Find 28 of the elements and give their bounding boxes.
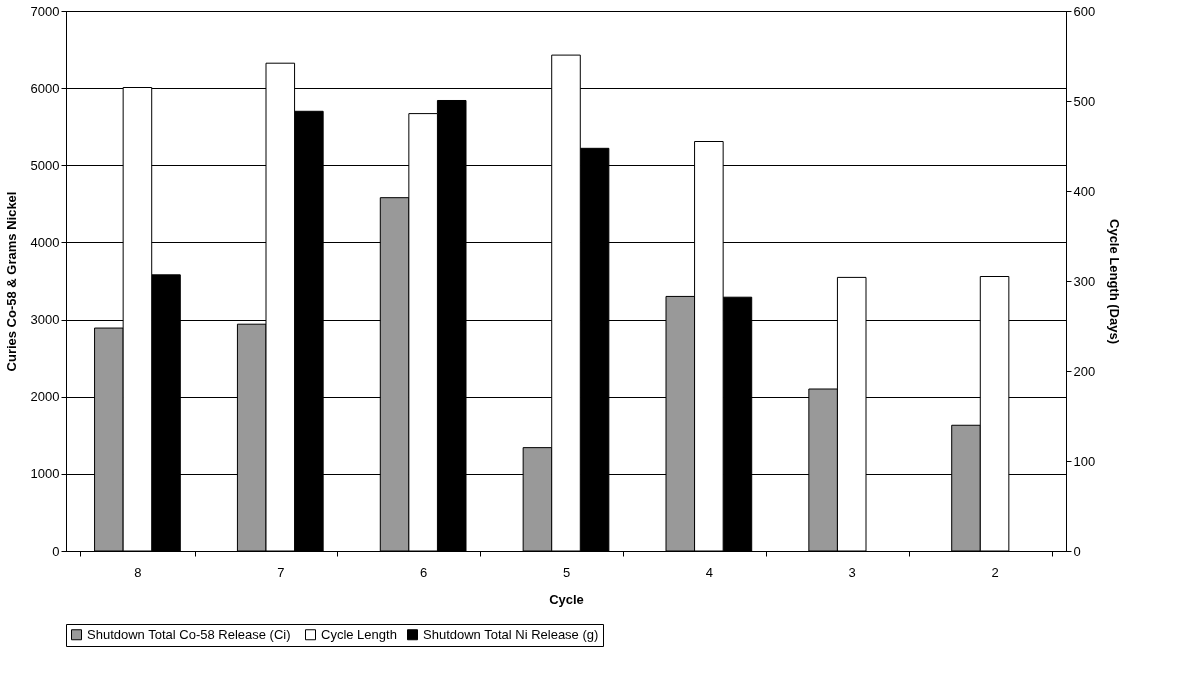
y-tick-label: 7000 (30, 3, 60, 19)
y2-tick-label: 400 (1073, 183, 1096, 199)
legend-label: Cycle Length (321, 626, 397, 642)
y2-tick-label: 0 (1073, 543, 1081, 559)
y-tick-label: 6000 (30, 80, 60, 96)
y-tick-label: 2000 (30, 389, 60, 405)
x-tick-label: 3 (848, 564, 856, 580)
y-axis-title: Curies Co-58 & Grams Nickel (3, 191, 19, 372)
y-tick-label: 4000 (30, 234, 60, 250)
x-tick-label: 6 (420, 564, 428, 580)
y-tick-label: 1000 (30, 466, 60, 482)
x-tick-label: 5 (562, 564, 571, 580)
legend-label: Shutdown Total Ni Release (g) (423, 626, 599, 642)
x-tick-label: 8 (134, 564, 142, 580)
y-tick-label: 0 (52, 543, 60, 559)
y2-tick-label: 600 (1073, 3, 1096, 19)
y2-tick-label: 200 (1073, 363, 1096, 379)
x-tick-label: 4 (705, 564, 713, 580)
y2-tick-label: 300 (1073, 273, 1096, 289)
x-axis-title: Cycle (549, 591, 584, 607)
y-tick-label: 3000 (30, 312, 60, 328)
x-tick-label: 7 (277, 564, 285, 580)
y2-tick-label: 500 (1073, 93, 1096, 109)
y-tick-label: 5000 (30, 157, 60, 173)
y2-axis-title: Cycle Length (Days) (1107, 219, 1123, 344)
x-tick-label: 2 (991, 564, 999, 580)
y2-tick-label: 100 (1073, 453, 1096, 469)
legend-label: Shutdown Total Co-58 Release (Ci) (87, 626, 291, 642)
